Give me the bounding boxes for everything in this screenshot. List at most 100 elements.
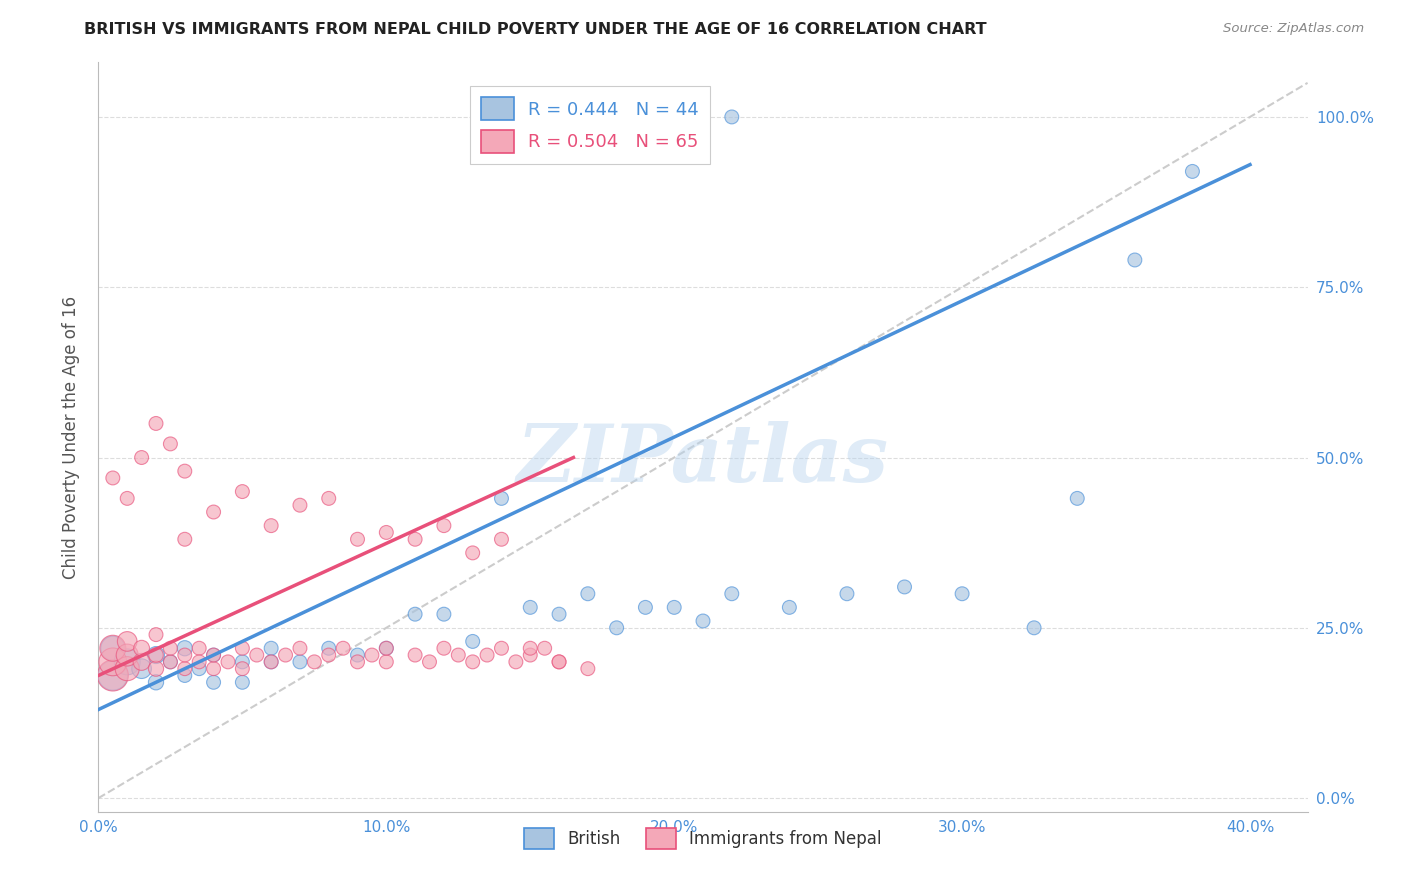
- Point: [217, 655, 239, 669]
- Point: [101, 655, 124, 669]
- Point: [720, 110, 742, 124]
- Point: [332, 641, 354, 656]
- Point: [606, 621, 628, 635]
- Point: [173, 648, 195, 662]
- Point: [231, 675, 253, 690]
- Point: [115, 655, 138, 669]
- Point: [202, 648, 225, 662]
- Point: [950, 587, 973, 601]
- Point: [533, 641, 555, 656]
- Point: [260, 655, 283, 669]
- Point: [375, 655, 398, 669]
- Point: [274, 648, 297, 662]
- Point: [461, 546, 484, 560]
- Point: [145, 648, 167, 662]
- Point: [548, 607, 571, 622]
- Point: [835, 587, 858, 601]
- Point: [461, 655, 484, 669]
- Point: [778, 600, 800, 615]
- Point: [173, 533, 195, 547]
- Point: [246, 648, 269, 662]
- Point: [346, 655, 368, 669]
- Point: [461, 634, 484, 648]
- Point: [260, 641, 283, 656]
- Point: [231, 655, 253, 669]
- Point: [664, 110, 686, 124]
- Point: [173, 668, 195, 682]
- Point: [433, 641, 456, 656]
- Point: [260, 518, 283, 533]
- Point: [173, 464, 195, 478]
- Point: [101, 471, 124, 485]
- Point: [318, 641, 340, 656]
- Point: [634, 110, 657, 124]
- Point: [433, 607, 456, 622]
- Point: [519, 648, 541, 662]
- Point: [202, 648, 225, 662]
- Point: [318, 648, 340, 662]
- Point: [131, 641, 153, 656]
- Point: [101, 641, 124, 656]
- Point: [475, 648, 498, 662]
- Point: [634, 600, 657, 615]
- Point: [202, 505, 225, 519]
- Point: [318, 491, 340, 506]
- Point: [173, 641, 195, 656]
- Point: [231, 662, 253, 676]
- Point: [288, 498, 311, 512]
- Point: [288, 655, 311, 669]
- Point: [361, 648, 384, 662]
- Point: [375, 641, 398, 656]
- Point: [505, 655, 527, 669]
- Point: [131, 450, 153, 465]
- Point: [404, 533, 426, 547]
- Point: [288, 641, 311, 656]
- Point: [231, 641, 253, 656]
- Point: [131, 662, 153, 676]
- Point: [1123, 252, 1146, 267]
- Point: [576, 662, 599, 676]
- Point: [260, 655, 283, 669]
- Point: [145, 417, 167, 431]
- Point: [202, 675, 225, 690]
- Point: [720, 587, 742, 601]
- Point: [145, 648, 167, 662]
- Point: [519, 641, 541, 656]
- Point: [375, 641, 398, 656]
- Point: [131, 655, 153, 669]
- Point: [304, 655, 326, 669]
- Point: [101, 668, 124, 682]
- Point: [692, 614, 714, 628]
- Point: [548, 655, 571, 669]
- Point: [159, 437, 181, 451]
- Point: [159, 655, 181, 669]
- Point: [491, 533, 513, 547]
- Point: [145, 627, 167, 641]
- Point: [491, 491, 513, 506]
- Point: [115, 491, 138, 506]
- Point: [404, 607, 426, 622]
- Point: [1066, 491, 1088, 506]
- Point: [692, 110, 714, 124]
- Point: [576, 587, 599, 601]
- Point: [115, 662, 138, 676]
- Point: [1181, 164, 1204, 178]
- Point: [188, 655, 211, 669]
- Point: [404, 648, 426, 662]
- Point: [202, 662, 225, 676]
- Point: [173, 662, 195, 676]
- Point: [519, 600, 541, 615]
- Point: [188, 662, 211, 676]
- Point: [115, 648, 138, 662]
- Point: [418, 655, 440, 669]
- Point: [115, 634, 138, 648]
- Text: ZIPatlas: ZIPatlas: [517, 421, 889, 499]
- Point: [346, 648, 368, 662]
- Text: Source: ZipAtlas.com: Source: ZipAtlas.com: [1223, 22, 1364, 36]
- Point: [346, 533, 368, 547]
- Point: [491, 641, 513, 656]
- Text: BRITISH VS IMMIGRANTS FROM NEPAL CHILD POVERTY UNDER THE AGE OF 16 CORRELATION C: BRITISH VS IMMIGRANTS FROM NEPAL CHILD P…: [84, 22, 987, 37]
- Point: [231, 484, 253, 499]
- Point: [145, 675, 167, 690]
- Point: [159, 655, 181, 669]
